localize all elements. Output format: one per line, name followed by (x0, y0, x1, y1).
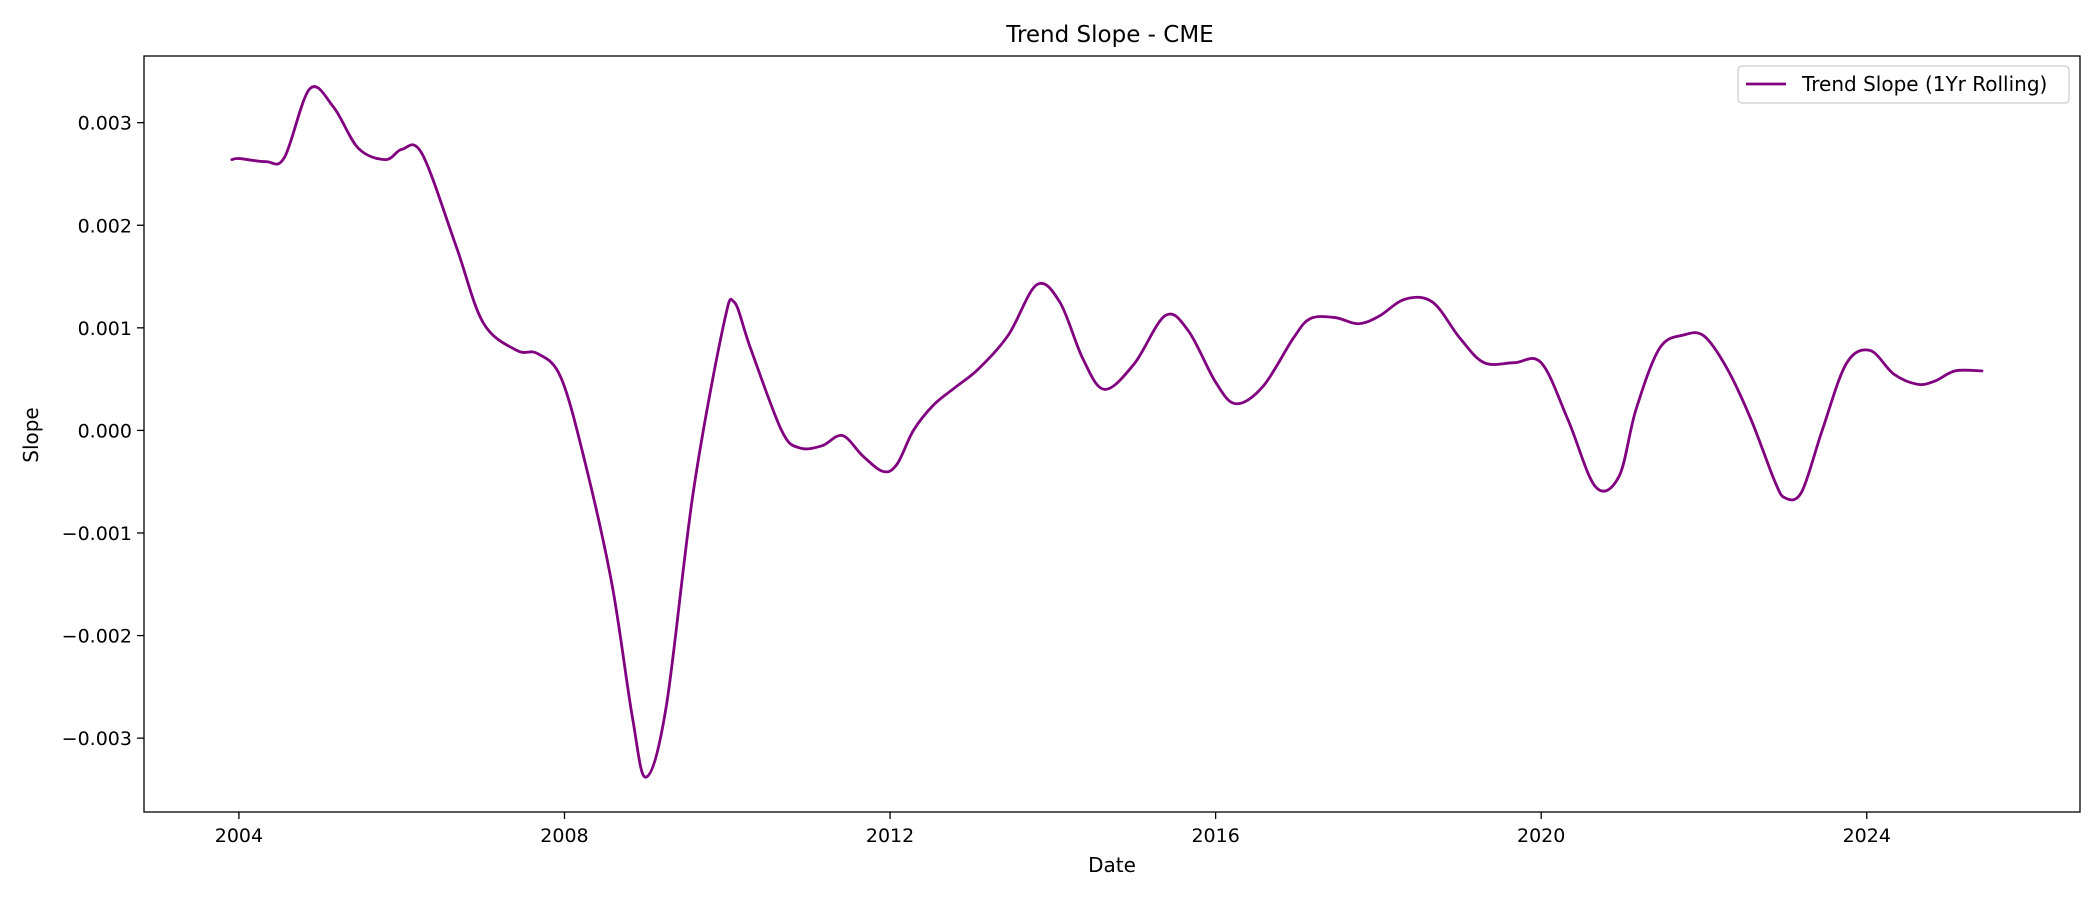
y-tick-label: 0.002 (78, 215, 132, 237)
legend-box (1737, 65, 2070, 104)
plot-frame (143, 55, 2081, 813)
chart-title: Trend Slope - CME (1005, 22, 1213, 48)
x-tick-label: 2012 (866, 825, 914, 847)
x-axis: 2004 2008 2012 2016 2020 2024 (215, 812, 1891, 847)
x-tick-label: 2008 (540, 825, 588, 847)
series-layer (230, 85, 1984, 779)
x-tick-label: 2020 (1517, 825, 1565, 847)
plot-area (143, 55, 2081, 813)
y-tick-label: −0.001 (62, 523, 132, 545)
y-tick-label: 0.003 (78, 113, 132, 135)
x-tick-label: 2024 (1843, 825, 1891, 847)
y-axis: −0.003 −0.002 −0.001 0.000 0.001 0.002 0.003 (62, 113, 144, 750)
y-tick-label: −0.002 (62, 626, 132, 648)
legend-label: Trend Slope (1Yr Rolling) (1801, 72, 2047, 96)
x-axis-title: Date (1088, 853, 1136, 877)
y-tick-label: 0.001 (78, 318, 132, 340)
y-tick-label: 0.000 (78, 420, 132, 442)
series-line-trend-slope (230, 85, 1984, 779)
y-tick-label: −0.003 (62, 728, 132, 750)
legend: Trend Slope (1Yr Rolling) (1737, 65, 2070, 104)
x-tick-label: 2016 (1191, 825, 1239, 847)
x-tick-label: 2004 (215, 825, 263, 847)
y-axis-title: Slope (19, 407, 43, 463)
